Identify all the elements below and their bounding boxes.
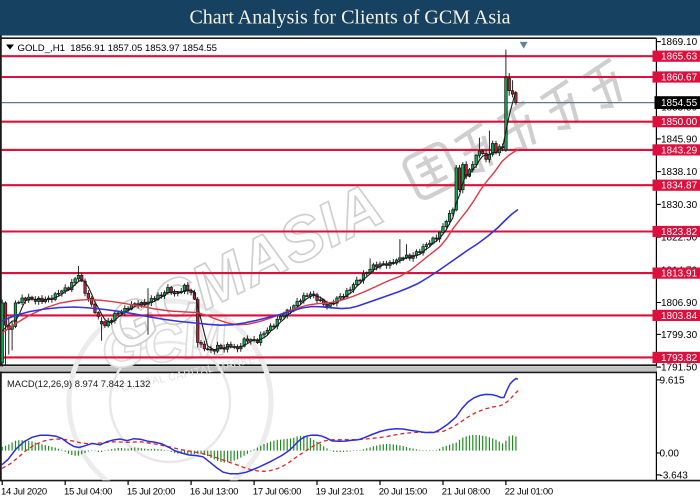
svg-text:1791.50: 1791.50 [661,363,698,374]
svg-text:15 Jul 20:00: 15 Jul 20:00 [127,487,175,498]
svg-text:1838.10: 1838.10 [661,167,698,178]
svg-text:9.615: 9.615 [660,375,685,386]
svg-text:1869.10: 1869.10 [661,37,698,48]
svg-text:21 Jul 08:00: 21 Jul 08:00 [442,487,490,498]
svg-text:16 Jul 13:00: 16 Jul 13:00 [190,487,238,498]
svg-text:1822.50: 1822.50 [661,233,698,244]
svg-text:1813.91: 1813.91 [661,269,698,280]
svg-text:1843.29: 1843.29 [661,145,698,156]
svg-text:1850.00: 1850.00 [661,117,698,128]
svg-text:19 Jul 23:01: 19 Jul 23:01 [316,487,364,498]
svg-text:Chart Analysis for Clients of: Chart Analysis for Clients of GCM Asia [189,7,510,29]
svg-text:1793.82: 1793.82 [661,353,698,364]
svg-text:1830.30: 1830.30 [661,200,698,211]
svg-text:1823.82: 1823.82 [661,227,698,238]
svg-text:20 Jul 15:00: 20 Jul 15:00 [379,487,427,498]
svg-text:GOLD_,H1 1856.91 1857.05 1853: GOLD_,H1 1856.91 1857.05 1853.97 1854.55 [18,43,218,54]
svg-text:17 Jul 06:00: 17 Jul 06:00 [253,487,301,498]
svg-text:1845.90: 1845.90 [661,134,698,145]
svg-text:MACD(12,26,9) 8.974 7.842 1.13: MACD(12,26,9) 8.974 7.842 1.132 [7,378,150,389]
svg-text:0.00: 0.00 [660,449,680,460]
svg-text:1803.84: 1803.84 [661,311,698,322]
svg-text:1799.30: 1799.30 [661,330,698,341]
svg-text:1806.90: 1806.90 [661,298,698,309]
svg-text:1834.87: 1834.87 [661,181,698,192]
svg-text:22 Jul 01:00: 22 Jul 01:00 [505,487,553,498]
svg-text:1865.63: 1865.63 [661,52,698,63]
svg-text:1854.55: 1854.55 [661,98,698,109]
svg-text:-3.643: -3.643 [660,470,689,481]
svg-text:14 Jul 2020: 14 Jul 2020 [1,487,47,498]
svg-text:1860.67: 1860.67 [661,73,698,84]
svg-text:15 Jul 04:00: 15 Jul 04:00 [64,487,112,498]
